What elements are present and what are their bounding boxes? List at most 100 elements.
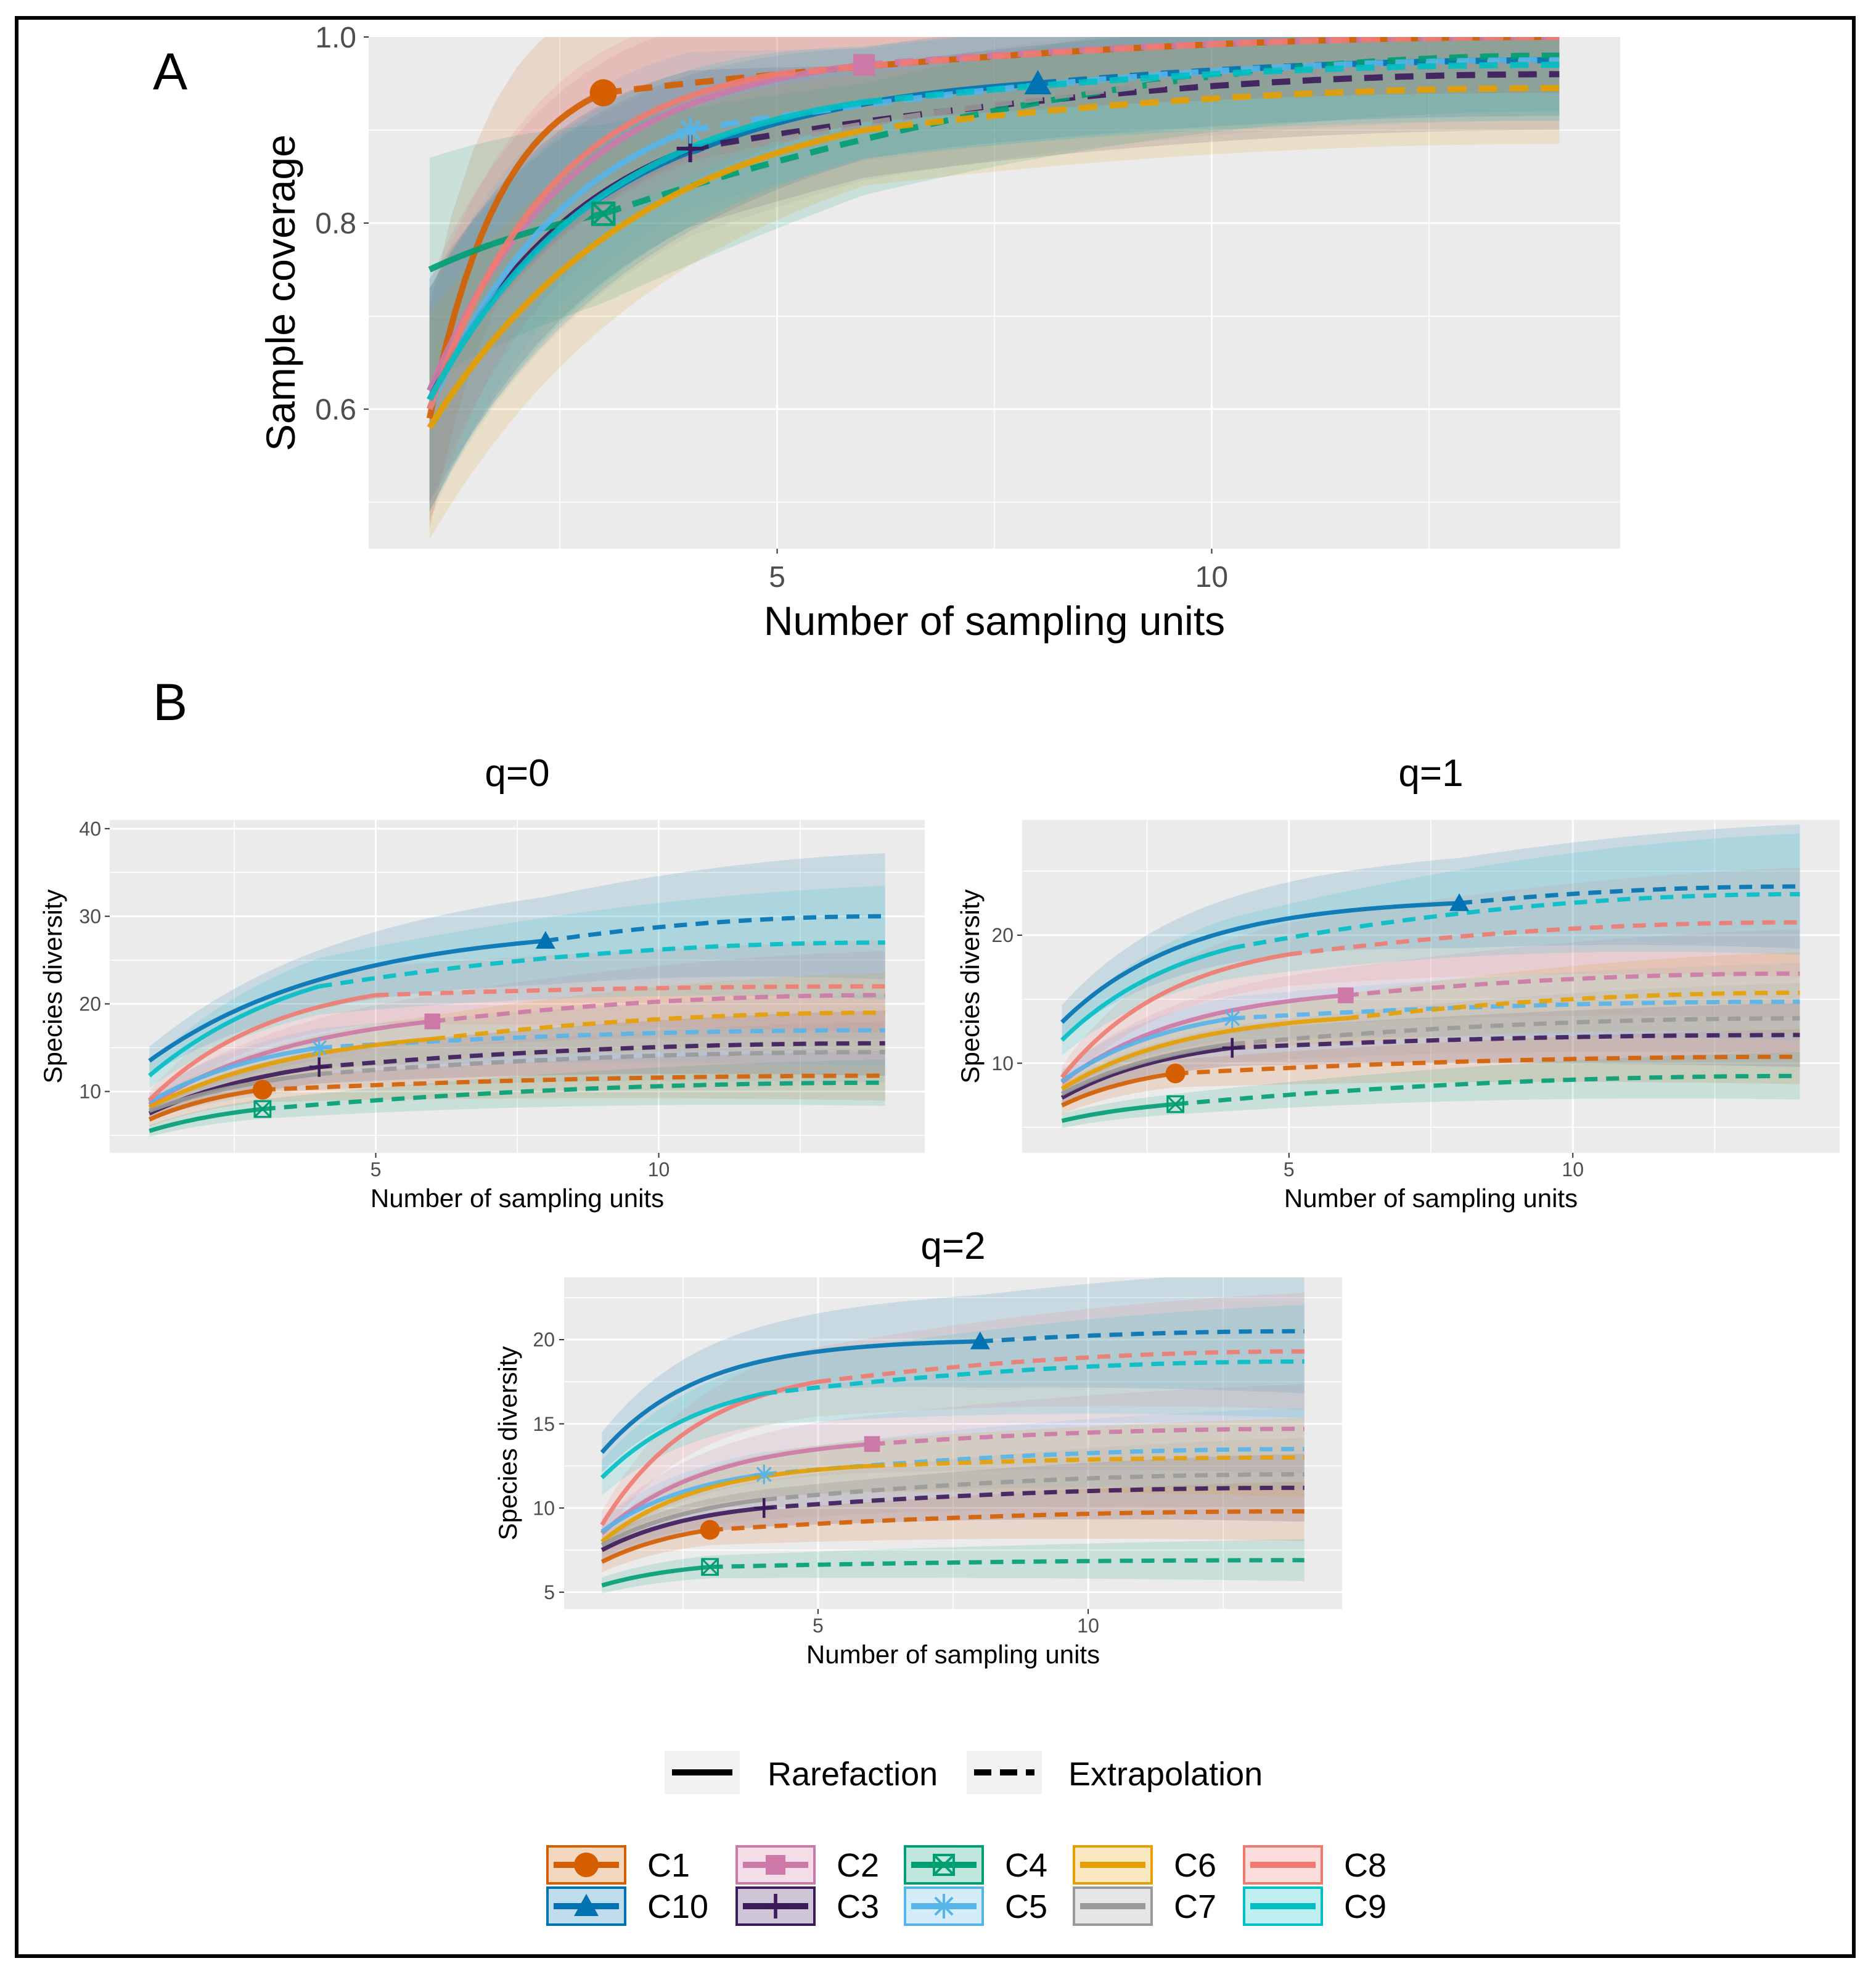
q2-band-C7 (602, 1438, 1305, 1557)
q0-point-C4-box (253, 1100, 272, 1118)
q0-rarefaction-C10 (148, 938, 546, 1063)
q2-y-tick-label: 10 (533, 1497, 555, 1519)
q0-band-C1 (149, 1050, 885, 1127)
q2-y-tick-label: 5 (544, 1581, 555, 1603)
coverage-point-C5 (676, 116, 704, 144)
q2-extrapolation-C7 (763, 1472, 1305, 1502)
coverage-band-C4 (429, 37, 1560, 382)
q2-point-C4-box (701, 1558, 719, 1576)
q1-gridlines (1022, 820, 1840, 1153)
q2-band-C2 (602, 1384, 1305, 1546)
q2-rarefaction-C5 (600, 1472, 764, 1534)
legend-series-items: C1 C10 C2 C3 C4 C5 C6 C7 C8 C9 (546, 1845, 1387, 1926)
q1-band-C6 (1062, 952, 1800, 1100)
legend-item-C4: C4 (904, 1845, 1047, 1885)
panel-q1: 5 10 10 20 Number of sampling units Species d… (956, 752, 1840, 1213)
q2-x-tick-label: 10 (1077, 1615, 1099, 1637)
q2-rarefaction-C4 (601, 1565, 710, 1588)
q1-x-tick-label: 5 (1284, 1158, 1295, 1181)
coverage-data-layer (426, 37, 1560, 539)
q0-band-C3 (149, 1010, 885, 1121)
legend-item-C7: C7 (1073, 1886, 1216, 1926)
panel-q2: 5 10 5 10 15 20 Number of sampling units Specie… (493, 1225, 1342, 1669)
q2-y-tick-label: 15 (533, 1413, 555, 1435)
q1-extrapolation-C2 (1345, 971, 1800, 997)
coverage-point-C4-box (591, 201, 616, 226)
panel-b-label: B (153, 673, 187, 731)
q0-point-C1 (252, 1079, 272, 1100)
q2-x-tick-label: 5 (813, 1615, 824, 1637)
q0-y-axis-label: Species diversity (38, 889, 67, 1083)
coverage-band-C3 (429, 37, 1560, 512)
legend-extrapolation-label: Extrapolation (1068, 1756, 1263, 1793)
q1-y-axis-label: Species diversity (956, 889, 985, 1083)
q1-extrapolation-C9 (1232, 892, 1800, 951)
legend-key-marker-C1 (574, 1853, 599, 1877)
coverage-rarefaction-C5 (427, 127, 692, 411)
legend-key-marker-C4-d2 (933, 1854, 955, 1876)
q2-rarefaction-C6 (600, 1464, 872, 1544)
q2-rarefaction-C7 (600, 1497, 764, 1547)
q0-band-C10 (149, 853, 885, 1075)
coverage-y-tick-label: 0.6 (315, 393, 356, 426)
q2-band-C6 (602, 1418, 1305, 1554)
q0-rarefaction-C7 (149, 1071, 320, 1113)
q2-extrapolation-C8 (817, 1349, 1305, 1384)
q1-extrapolation-C4 (1175, 1073, 1800, 1107)
coverage-extrapolation-C6 (863, 85, 1560, 133)
q0-point-C10 (535, 931, 555, 949)
q1-band-C2 (1062, 929, 1800, 1094)
q1-point-C10 (1449, 893, 1470, 911)
q2-extrapolation-C3 (764, 1485, 1305, 1510)
q1-rarefaction-C3 (1060, 1046, 1233, 1100)
legend-label-C9: C9 (1344, 1888, 1387, 1925)
legend-key-marker-C5-a3 (934, 1896, 954, 1916)
q0-point-C5 (309, 1038, 329, 1058)
coverage-band-C2 (429, 37, 1560, 502)
q0-extrapolation-C9 (319, 940, 885, 989)
legend-label-C8: C8 (1344, 1847, 1387, 1884)
q0-extrapolation-C7 (319, 1050, 885, 1076)
q2-axes: 5 10 5 10 15 20 Number of sampling units Specie… (493, 1225, 1100, 1669)
coverage-band-C5 (429, 37, 1560, 521)
legend: Rarefaction Extrapolation C1C10C2C3C4C5C… (546, 1751, 1387, 1926)
legend-label-C7: C7 (1174, 1888, 1216, 1925)
q0-y-tick-label: 10 (79, 1081, 101, 1103)
q1-point-C4 (1166, 1095, 1185, 1113)
coverage-x-tick-label: 5 (769, 561, 785, 594)
coverage-band-C9 (429, 37, 1560, 512)
coverage-rarefaction-C6 (427, 127, 865, 430)
q2-point-C4 (701, 1558, 719, 1576)
q2-point-C2 (864, 1436, 880, 1452)
coverage-extrapolation-C8 (777, 37, 1560, 78)
q0-rarefaction-C8 (147, 993, 377, 1102)
q2-rarefaction-C3 (600, 1505, 764, 1552)
q0-rarefaction-C6 (148, 1036, 433, 1110)
q2-extrapolation-C6 (872, 1455, 1305, 1468)
q1-axes: 5 10 10 20 Number of sampling units Species d… (956, 752, 1584, 1213)
legend-item-C2: C2 (735, 1845, 879, 1885)
q2-band-C1 (602, 1481, 1305, 1573)
q2-rarefaction-C9 (600, 1391, 765, 1480)
q1-point-C5-a3 (1224, 1010, 1240, 1026)
q0-x-tick-label: 10 (648, 1158, 670, 1181)
q1-point-C1 (1165, 1063, 1186, 1084)
legend-key-marker-C4-box (933, 1854, 955, 1876)
q0-axes: 5 10 10 20 30 40 Number of sampling units Speci… (38, 752, 670, 1213)
q0-band-C7 (149, 1022, 885, 1120)
q0-rarefaction-C5 (148, 1046, 320, 1104)
q1-rarefaction-C10 (1060, 901, 1460, 1024)
coverage-y-axis-label: Sample coverage (258, 134, 303, 451)
q0-rarefaction-C9 (148, 984, 320, 1078)
q1-point-C4-d2 (1166, 1095, 1184, 1113)
q2-rarefaction-C2 (600, 1441, 872, 1535)
q1-y-tick-label: 20 (991, 924, 1014, 946)
q2-extrapolation-C4 (710, 1558, 1305, 1570)
legend-rarefaction-label: Rarefaction (768, 1756, 938, 1793)
q1-extrapolation-C1 (1175, 1054, 1800, 1076)
q1-rarefaction-C9 (1060, 946, 1233, 1042)
q2-point-C3 (754, 1498, 774, 1518)
figure-frame (15, 16, 1856, 1958)
legend-label-C2: C2 (837, 1847, 879, 1884)
